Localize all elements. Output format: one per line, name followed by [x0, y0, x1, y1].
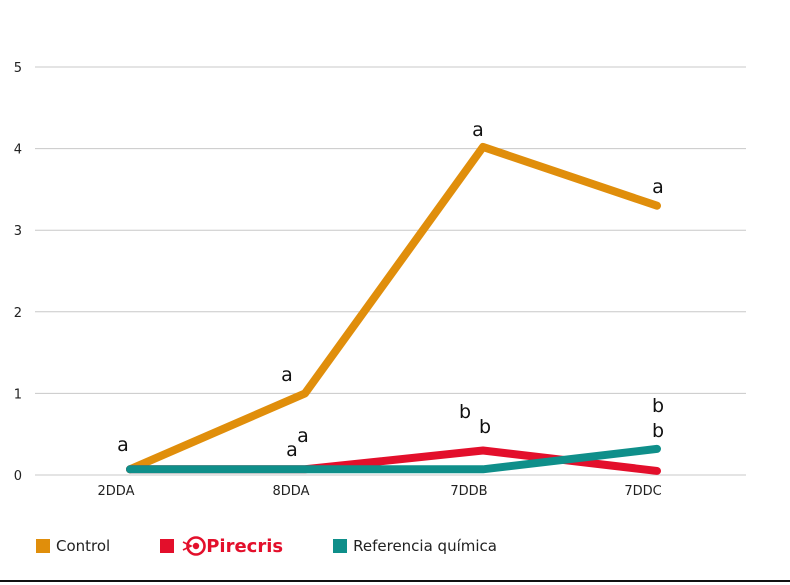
- y-tick-label: 3: [14, 224, 22, 239]
- y-tick-label: 5: [14, 61, 22, 76]
- x-axis-ticks: 2DDA 8DDA 7DDB 7DDC: [98, 484, 662, 499]
- legend-item-pirecris: Pirecris: [160, 536, 283, 557]
- data-label: a: [652, 176, 664, 198]
- data-label: a: [472, 119, 484, 141]
- legend-item-referencia: Referencia química: [333, 537, 497, 555]
- series-lines: [126, 142, 661, 475]
- legend-label-control: Control: [56, 537, 111, 555]
- series-line-control: [126, 142, 661, 474]
- x-tick-label: 7DDC: [624, 484, 661, 499]
- y-tick-label: 0: [14, 469, 22, 484]
- data-label: b: [652, 420, 664, 442]
- bottom-divider: [0, 580, 790, 582]
- legend-swatch-pirecris: [160, 539, 175, 553]
- data-label: a: [286, 439, 298, 461]
- pirecris-logo: Pirecris: [182, 536, 283, 557]
- data-label: b: [652, 395, 664, 417]
- legend-swatch-control: [36, 539, 50, 553]
- grid-lines: [35, 66, 746, 476]
- x-tick-label: 2DDA: [98, 484, 135, 499]
- y-tick-label: 1: [14, 387, 22, 402]
- y-tick-label: 4: [14, 143, 22, 158]
- data-label: a: [117, 434, 129, 456]
- data-label: b: [459, 401, 471, 423]
- data-label: b: [479, 416, 491, 438]
- series-line-referencia: [126, 444, 661, 474]
- data-label: a: [297, 425, 309, 447]
- target-icon: [182, 536, 207, 556]
- x-tick-label: 8DDA: [273, 484, 310, 499]
- legend: Control Pirecris Referencia química: [36, 534, 547, 558]
- legend-label-pirecris: Pirecris: [206, 535, 284, 557]
- y-axis-ticks: 0 1 2 3 4 5: [14, 61, 22, 484]
- data-label: a: [281, 364, 293, 386]
- legend-item-control: Control: [36, 537, 110, 555]
- y-tick-label: 2: [14, 306, 22, 321]
- x-tick-label: 7DDB: [450, 484, 487, 499]
- legend-label-referencia: Referencia química: [353, 537, 497, 555]
- legend-swatch-referencia: [333, 539, 348, 553]
